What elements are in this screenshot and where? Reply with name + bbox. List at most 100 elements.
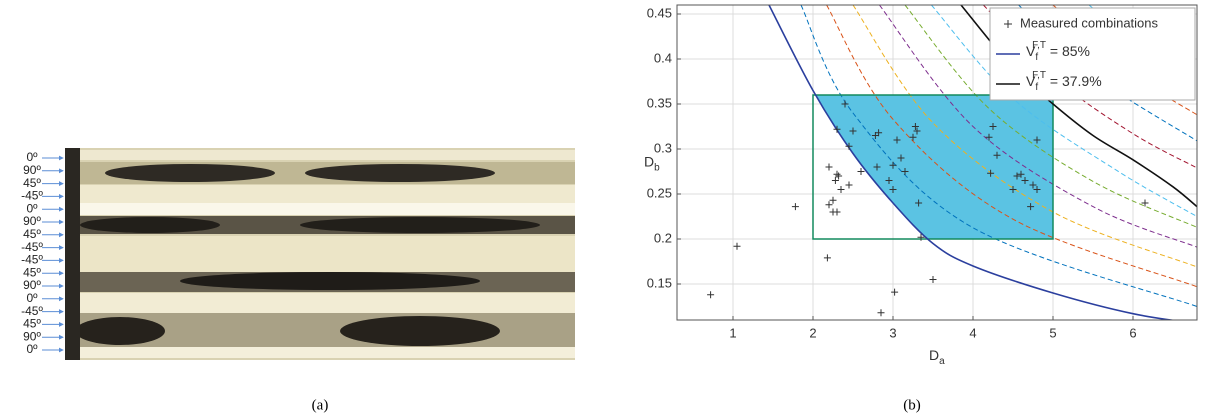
point [1033,136,1041,144]
label-base: D [644,153,654,169]
point [913,127,921,135]
label-sup: F,T [1032,70,1046,81]
layer-label: 0º [26,150,38,164]
point [885,177,893,184]
point [845,142,853,150]
legend-marker [1004,20,1012,28]
feasible-box [812,94,1054,240]
layer-label: 45º [23,227,41,241]
point [993,151,1001,159]
contour [852,5,1197,268]
point [825,163,833,171]
point [987,169,995,177]
caption: (b) [903,397,921,413]
point [733,242,741,250]
point [837,186,845,193]
point [891,288,899,296]
layer-label: 90º [23,278,41,292]
label-text: = 85% [1046,43,1090,59]
x-tick-label: 1 [729,325,736,340]
point [829,196,837,204]
point [823,254,831,262]
x-tick-label: 2 [809,325,816,340]
point [1009,186,1017,193]
label-base: V [1026,43,1036,59]
x-tick-label: 6 [1129,325,1136,340]
layer-label: 90º [23,329,41,343]
point [841,100,849,108]
point [1017,170,1025,178]
point [901,168,909,175]
point [1021,177,1029,184]
point [707,291,715,299]
layer-label: -45º [21,240,43,254]
layer-label: -45º [21,253,43,267]
micrograph [65,148,575,360]
y-tick-label: 0.3 [654,140,672,155]
point [1013,172,1021,180]
legend-box [989,7,1196,101]
point [831,177,839,184]
point [889,161,897,169]
point [989,123,997,130]
point [791,203,799,211]
point [897,154,905,162]
layer-label: -45º [21,304,43,318]
layer-label: 90º [23,163,41,177]
point [915,199,923,207]
y-axis-label: Db [644,153,660,173]
label-sub: a [939,356,945,367]
point [833,125,841,133]
layer-label: 45º [23,317,41,331]
layer-label: 0º [26,342,38,356]
y-tick-label: 0.15 [647,275,672,290]
point [873,163,881,171]
point [1033,186,1041,193]
point [893,136,901,144]
point [909,133,917,141]
contour [879,5,1197,248]
caption: (a) [312,397,329,413]
feasible-fill [813,95,1053,239]
point [833,208,841,216]
y-tick-label: 0.45 [647,5,672,20]
contour [983,5,1197,169]
legend-label: Measured combinations [1020,15,1159,30]
point [833,170,841,178]
y-tick-label: 0.35 [647,95,672,110]
layer-label: 45º [23,176,41,190]
point [835,172,843,180]
point [845,181,853,189]
label-base: V [1026,73,1036,89]
layer-label: -45º [21,189,43,203]
point [1027,203,1035,211]
contour [800,5,1197,307]
y-tick-label: 0.4 [654,50,672,65]
point [857,168,865,175]
label-text: = 37.9% [1046,73,1102,89]
plot-frame [676,4,1198,321]
point [877,309,885,317]
contour [826,5,1197,288]
contour [931,5,1197,217]
x-tick-label: 3 [889,325,896,340]
layer-label: 90º [23,214,41,228]
label-sub: f [1035,82,1038,93]
y-tick-label: 0.25 [647,185,672,200]
legend-label: VfF,T = 37.9% [1026,70,1102,93]
point [889,186,897,193]
y-tick-label: 0.2 [654,230,672,245]
point [849,127,857,135]
point [911,123,919,130]
point [985,133,993,141]
x-tick-label: 4 [969,325,976,340]
x-tick-label: 5 [1049,325,1056,340]
contour [904,5,1197,228]
point [825,201,833,209]
point [875,129,883,137]
label-sup: F,T [1032,40,1046,51]
label-sub: f [1035,52,1038,63]
vf-curve [768,5,1177,320]
